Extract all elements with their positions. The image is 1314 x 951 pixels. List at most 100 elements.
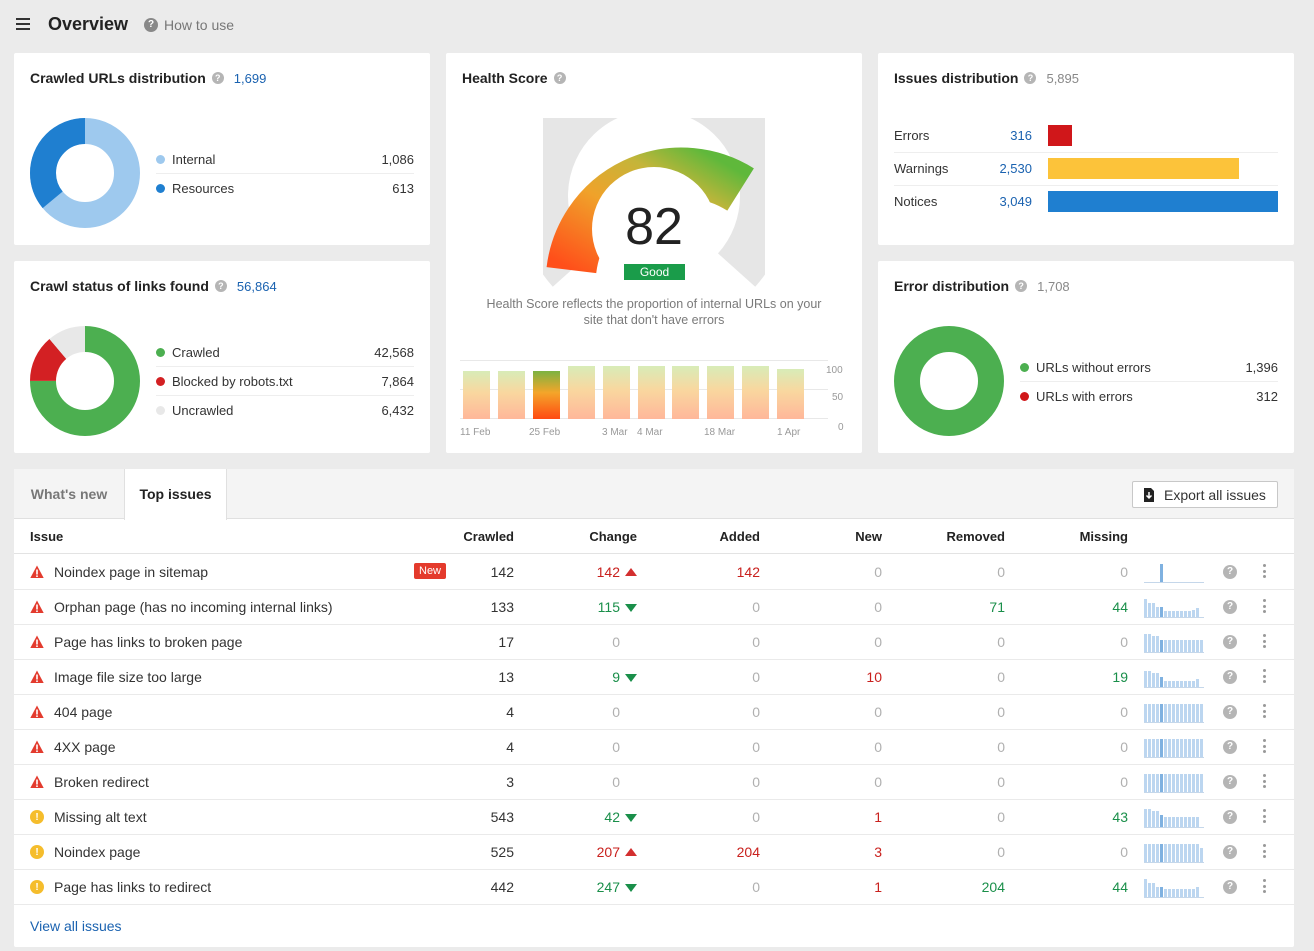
help-icon[interactable]: ? [1024,72,1037,84]
new-value[interactable]: 0 [874,774,882,790]
issue-name[interactable]: Missing alt text [54,809,147,825]
trend-sparkline[interactable] [1144,878,1204,898]
issue-name[interactable]: 404 page [54,704,113,720]
missing-value[interactable]: 0 [1120,704,1128,720]
removed-value[interactable]: 71 [989,599,1005,615]
change-cell[interactable]: 207 [549,844,637,860]
crawled-value[interactable]: 133 [490,599,514,615]
table-row[interactable]: ! Page has links to redirect 442 247 0 1… [14,870,1294,905]
removed-value[interactable]: 0 [997,704,1005,720]
help-icon[interactable]: ? [1223,565,1237,579]
change-cell[interactable]: 0 [549,634,637,650]
col-change[interactable]: Change [589,529,637,544]
help-icon[interactable]: ? [211,72,224,84]
help-icon[interactable]: ? [1223,845,1237,859]
crawled-value[interactable]: 4 [506,704,514,720]
issue-name[interactable]: Broken redirect [54,774,149,790]
removed-value[interactable]: 0 [997,564,1005,580]
removed-value[interactable]: 0 [997,774,1005,790]
crawled-value[interactable]: 13 [498,669,514,685]
change-cell[interactable]: 0 [549,774,637,790]
added-value[interactable]: 0 [752,774,760,790]
removed-value[interactable]: 0 [997,669,1005,685]
trend-sparkline[interactable] [1144,808,1204,828]
how-to-use-link[interactable]: ? How to use [144,17,234,33]
help-icon[interactable]: ? [1223,635,1237,649]
col-removed[interactable]: Removed [946,529,1005,544]
change-cell[interactable]: 115 [549,599,637,615]
crawled-value[interactable]: 543 [490,809,514,825]
tab-top-issues[interactable]: Top issues [124,469,227,520]
crawled-value[interactable]: 442 [490,879,514,895]
help-icon[interactable]: ? [1223,740,1237,754]
col-new[interactable]: New [855,529,882,544]
missing-value[interactable]: 19 [1112,669,1128,685]
table-row[interactable]: Broken redirect 3 0 0 0 0 0 ? [14,765,1294,800]
issue-name[interactable]: Noindex page [54,844,141,860]
trend-sparkline[interactable] [1144,738,1204,758]
health-bar[interactable] [638,366,665,419]
crawled-urls-total[interactable]: 1,699 [233,70,267,86]
missing-value[interactable]: 44 [1112,599,1128,615]
added-value[interactable]: 204 [736,844,760,860]
removed-value[interactable]: 0 [997,739,1005,755]
crawled-value[interactable]: 3 [506,774,514,790]
legend-crawled[interactable]: Crawled 42,568 [156,338,414,367]
table-row[interactable]: 4XX page 4 0 0 0 0 0 ? [14,730,1294,765]
missing-value[interactable]: 0 [1120,739,1128,755]
help-icon[interactable]: ? [1223,670,1237,684]
legend-urls-with-errors[interactable]: URLs with errors 312 [1020,382,1278,411]
col-issue[interactable]: Issue [30,529,64,544]
help-icon[interactable]: ? [1223,600,1237,614]
missing-value[interactable]: 0 [1120,634,1128,650]
col-crawled[interactable]: Crawled [463,529,514,544]
help-icon[interactable]: ? [1223,880,1237,894]
col-added[interactable]: Added [719,529,760,544]
table-row[interactable]: Orphan page (has no incoming internal li… [14,590,1294,625]
trend-sparkline[interactable] [1144,598,1204,618]
issues-distribution-value[interactable]: 3,049 [999,194,1032,209]
legend-resources[interactable]: Resources 613 [156,174,414,203]
help-icon[interactable]: ? [1015,280,1028,292]
table-row[interactable]: 404 page 4 0 0 0 0 0 ? [14,695,1294,730]
missing-value[interactable]: 44 [1112,879,1128,895]
crawled-value[interactable]: 17 [498,634,514,650]
trend-sparkline[interactable] [1144,703,1204,723]
more-options-icon[interactable] [1262,844,1266,858]
table-row[interactable]: ! Noindex page 525 207 204 3 0 0 ? [14,835,1294,870]
change-cell[interactable]: 142 [549,564,637,580]
missing-value[interactable]: 0 [1120,774,1128,790]
help-icon[interactable]: ? [214,280,227,292]
crawled-value[interactable]: 142 [490,564,514,580]
issues-distribution-row[interactable]: Notices 3,049 [894,186,1278,219]
added-value[interactable]: 0 [752,634,760,650]
missing-value[interactable]: 0 [1120,844,1128,860]
new-value[interactable]: 0 [874,599,882,615]
change-cell[interactable]: 0 [549,739,637,755]
table-row[interactable]: ! Missing alt text 543 42 0 1 0 43 ? [14,800,1294,835]
issue-name[interactable]: Page has links to broken page [54,634,243,650]
table-row[interactable]: Image file size too large 13 9 0 10 0 19… [14,660,1294,695]
more-options-icon[interactable] [1262,879,1266,893]
trend-sparkline[interactable] [1144,668,1204,688]
legend-urls-without-errors[interactable]: URLs without errors 1,396 [1020,353,1278,382]
trend-sparkline[interactable] [1144,563,1204,583]
change-cell[interactable]: 0 [549,704,637,720]
issues-distribution-value[interactable]: 316 [1010,128,1032,143]
issue-name[interactable]: Orphan page (has no incoming internal li… [54,599,333,615]
health-bar[interactable] [463,371,490,419]
issues-distribution-row[interactable]: Errors 316 [894,120,1278,153]
help-icon[interactable]: ? [1223,705,1237,719]
change-cell[interactable]: 42 [549,809,637,825]
health-bar[interactable] [498,371,525,419]
change-cell[interactable]: 247 [549,879,637,895]
help-icon[interactable]: ? [553,72,566,84]
new-value[interactable]: 0 [874,634,882,650]
removed-value[interactable]: 0 [997,634,1005,650]
issue-name[interactable]: Image file size too large [54,669,202,685]
help-icon[interactable]: ? [1223,810,1237,824]
issues-distribution-row[interactable]: Warnings 2,530 [894,153,1278,186]
help-icon[interactable]: ? [1223,775,1237,789]
removed-value[interactable]: 0 [997,809,1005,825]
crawled-value[interactable]: 525 [490,844,514,860]
